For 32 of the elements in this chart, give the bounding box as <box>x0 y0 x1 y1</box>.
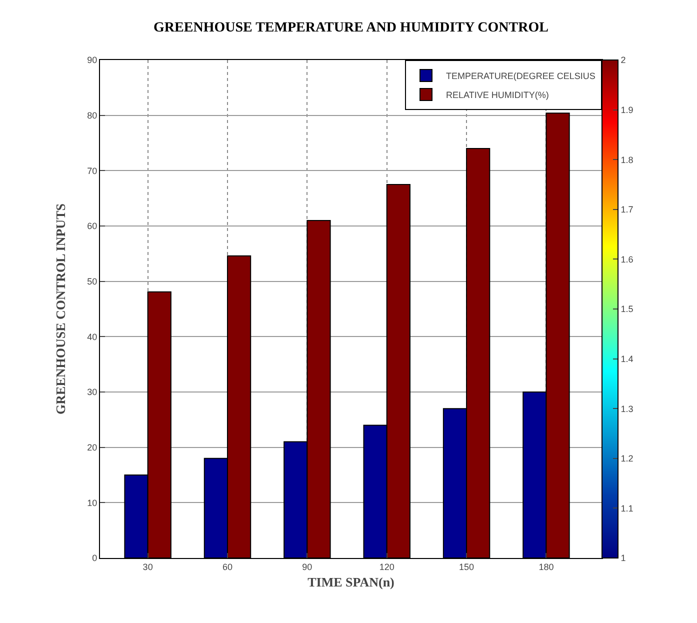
color-bar-label: 1.4 <box>620 354 634 364</box>
color-bar-label: 1 <box>620 553 626 564</box>
x-axis-title: TIME SPAN(n) <box>308 574 394 590</box>
x-tick-label: 90 <box>302 562 312 572</box>
y-tick-label: 70 <box>87 166 98 176</box>
legend-label: RELATIVE HUMIDITY(%) <box>446 90 549 100</box>
y-tick-label: 60 <box>87 221 98 232</box>
y-tick-label: 20 <box>87 442 98 452</box>
y-tick-label: 40 <box>87 332 98 342</box>
x-tick-label: 180 <box>538 562 554 572</box>
color-bar-label: 1.5 <box>620 304 634 314</box>
legend-label: TEMPERATURE(DEGREE CELSIUS <box>446 71 596 82</box>
x-tick-label: 150 <box>459 562 474 572</box>
color-bar-label: 1.7 <box>620 204 634 215</box>
color-bar-label: 1.1 <box>620 503 634 514</box>
y-axis-title: GREENHOUSE CONTROL INPUTS <box>53 204 68 414</box>
color-bar-label: 2 <box>620 55 626 66</box>
y-tick-label: 0 <box>92 553 98 564</box>
x-tick-label: 120 <box>379 562 394 572</box>
color-bar-label: 1.3 <box>620 404 634 414</box>
y-tick-label: 90 <box>87 55 98 66</box>
color-bar-label: 1.6 <box>620 254 634 264</box>
y-tick-label: 80 <box>87 110 98 120</box>
x-tick-label: 30 <box>142 562 153 572</box>
color-bar-label: 1.2 <box>620 454 634 464</box>
y-tick-label: 30 <box>87 387 98 398</box>
color-bar-label: 1.9 <box>620 104 634 115</box>
y-tick-label: 50 <box>87 276 98 286</box>
color-bar-label: 1.8 <box>620 154 634 165</box>
x-tick-label: 60 <box>222 562 232 572</box>
y-tick-label: 10 <box>87 498 98 508</box>
chart-title: GREENHOUSE TEMPERATURE AND HUMIDITY CONTROL <box>154 20 548 36</box>
